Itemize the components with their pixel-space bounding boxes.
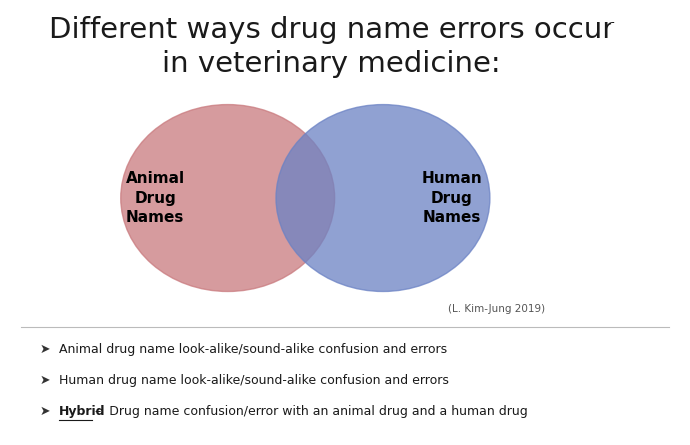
Text: Human drug name look-alike/sound-alike confusion and errors: Human drug name look-alike/sound-alike c… xyxy=(59,374,448,387)
Text: Animal drug name look-alike/sound-alike confusion and errors: Animal drug name look-alike/sound-alike … xyxy=(59,343,447,356)
Text: –  Drug name confusion/error with an animal drug and a human drug: – Drug name confusion/error with an anim… xyxy=(95,405,527,418)
Text: (L. Kim-Jung 2019): (L. Kim-Jung 2019) xyxy=(448,304,545,314)
Text: Animal
Drug
Names: Animal Drug Names xyxy=(126,171,185,225)
Text: ➤: ➤ xyxy=(39,374,50,387)
Text: Different ways drug name errors occur
in veterinary medicine:: Different ways drug name errors occur in… xyxy=(48,16,614,78)
Text: ➤: ➤ xyxy=(39,405,50,418)
Text: ➤: ➤ xyxy=(39,343,50,356)
Ellipse shape xyxy=(276,105,490,291)
Text: FDA: FDA xyxy=(609,22,662,46)
Text: Human
Drug
Names: Human Drug Names xyxy=(422,171,482,225)
Text: Hybrid: Hybrid xyxy=(59,405,105,418)
Ellipse shape xyxy=(121,105,335,291)
